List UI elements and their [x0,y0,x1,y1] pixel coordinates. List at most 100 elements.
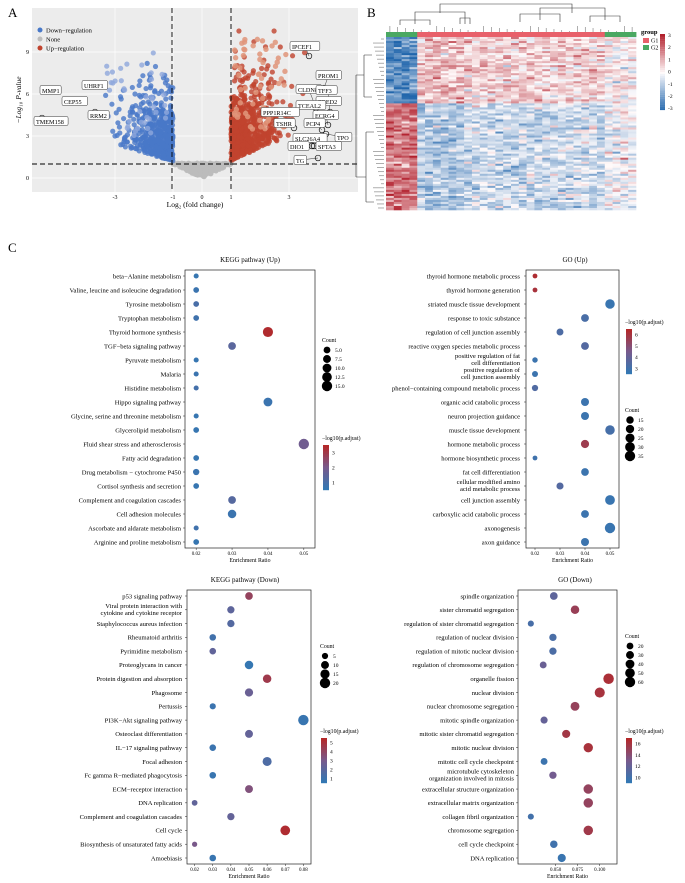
heatmap-cell [448,95,457,98]
heatmap-cell [526,63,535,66]
heatmap-cell [479,39,488,42]
heatmap-cell [550,203,559,207]
heatmap-cell [596,89,606,92]
heatmap-cell [487,91,496,94]
volcano-point-down [117,130,123,136]
volcano-point-none [185,165,191,171]
heatmap-cell [464,97,473,100]
heatmap-cell [581,87,590,90]
heatmap-cell [464,199,473,203]
heatmap-cell [550,95,559,98]
heatmap-cell [542,79,551,82]
volcano-point-down [137,108,143,115]
heatmap-cell [503,87,512,90]
heatmap-cell [534,149,543,152]
heatmap-cell [479,121,488,124]
heatmap-cell [487,151,496,154]
heatmap-cell [417,73,426,76]
heatmap-cell [456,169,465,173]
heatmap-cell [409,135,418,138]
heatmap-cell [612,47,621,50]
heatmap-cell [432,149,441,152]
heatmap-cell [589,67,598,70]
heatmap-cell [432,169,441,173]
heatmap-cell [628,53,637,56]
heatmap-cell [425,181,434,185]
heatmap-cell [425,143,434,146]
heatmap-cell [456,141,465,144]
heatmap-cell [448,141,457,144]
heatmap-cell [409,63,418,66]
heatmap-cell [440,133,449,136]
heatmap-cell [620,127,629,130]
heatmap-cell [503,193,512,197]
heatmap-cell [487,187,496,191]
heatmap-cell [534,99,543,102]
heatmap-cell [409,73,418,76]
heatmap-cell [432,203,441,207]
heatmap-cell [417,75,426,78]
heatmap-cell [628,183,637,187]
heatmap-cell [534,143,543,146]
heatmap-cell [550,53,559,56]
heatmap-cell [612,93,621,96]
heatmap-cell [440,45,449,48]
heatmap-cell [604,71,613,74]
heatmap-cell [464,187,473,191]
heatmap-cell [604,97,613,100]
heatmap-cell [425,113,434,116]
heatmap-cell [487,125,496,128]
heatmap-cell [456,197,465,201]
heatmap-cell [596,45,606,48]
heatmap-cell [518,69,527,72]
heatmap-cell [518,187,527,191]
heatmap-cell [425,171,434,175]
heatmap-cell [417,111,426,114]
heatmap-cell [487,175,496,179]
heatmap-cell [393,55,402,58]
heatmap-cell [612,141,621,144]
heatmap-cell [620,41,629,44]
heatmap-cell [596,185,606,189]
heatmap-cell [425,175,434,179]
volcano-xtick: 1 [230,195,233,201]
heatmap-cell [612,71,621,74]
heatmap-cell [589,101,598,104]
heatmap-cell [409,65,418,68]
heatmap-cell [401,51,410,54]
heatmap-cell [425,119,434,122]
heatmap-cell [503,189,512,193]
heatmap-cell [628,195,637,199]
heatmap-cell [503,157,512,161]
heatmap-cell [581,115,590,118]
heatmap-cell [612,151,621,154]
volcano-point-down [159,71,165,77]
heatmap-cell [589,155,598,158]
heatmap-cell [612,117,621,120]
heatmap-cell [495,131,504,134]
heatmap-cell [573,199,582,203]
heatmap-cell [487,189,496,193]
heatmap-cell [557,135,566,138]
heatmap-cell [479,73,488,76]
heatmap-cell [565,51,574,54]
heatmap-cell [534,93,543,96]
heatmap-cell [456,129,465,132]
heatmap-cell [487,93,496,96]
heatmap-cell [440,167,449,171]
heatmap-cell [487,205,496,209]
heatmap-cell [542,101,551,104]
heatmap-cell [393,203,402,207]
heatmap-cell [464,39,473,42]
heatmap-cell [612,105,621,108]
heatmap-cell [425,85,434,88]
heatmap-cell [534,185,543,189]
heatmap-cell [542,189,551,193]
heatmap-cell [495,165,504,169]
heatmap-cell [534,71,543,74]
volcano-point-up [285,132,291,138]
heatmap-cell [573,189,582,193]
volcano-point-down [116,106,122,112]
heatmap-cell [503,77,512,80]
heatmap-cell [573,141,582,144]
